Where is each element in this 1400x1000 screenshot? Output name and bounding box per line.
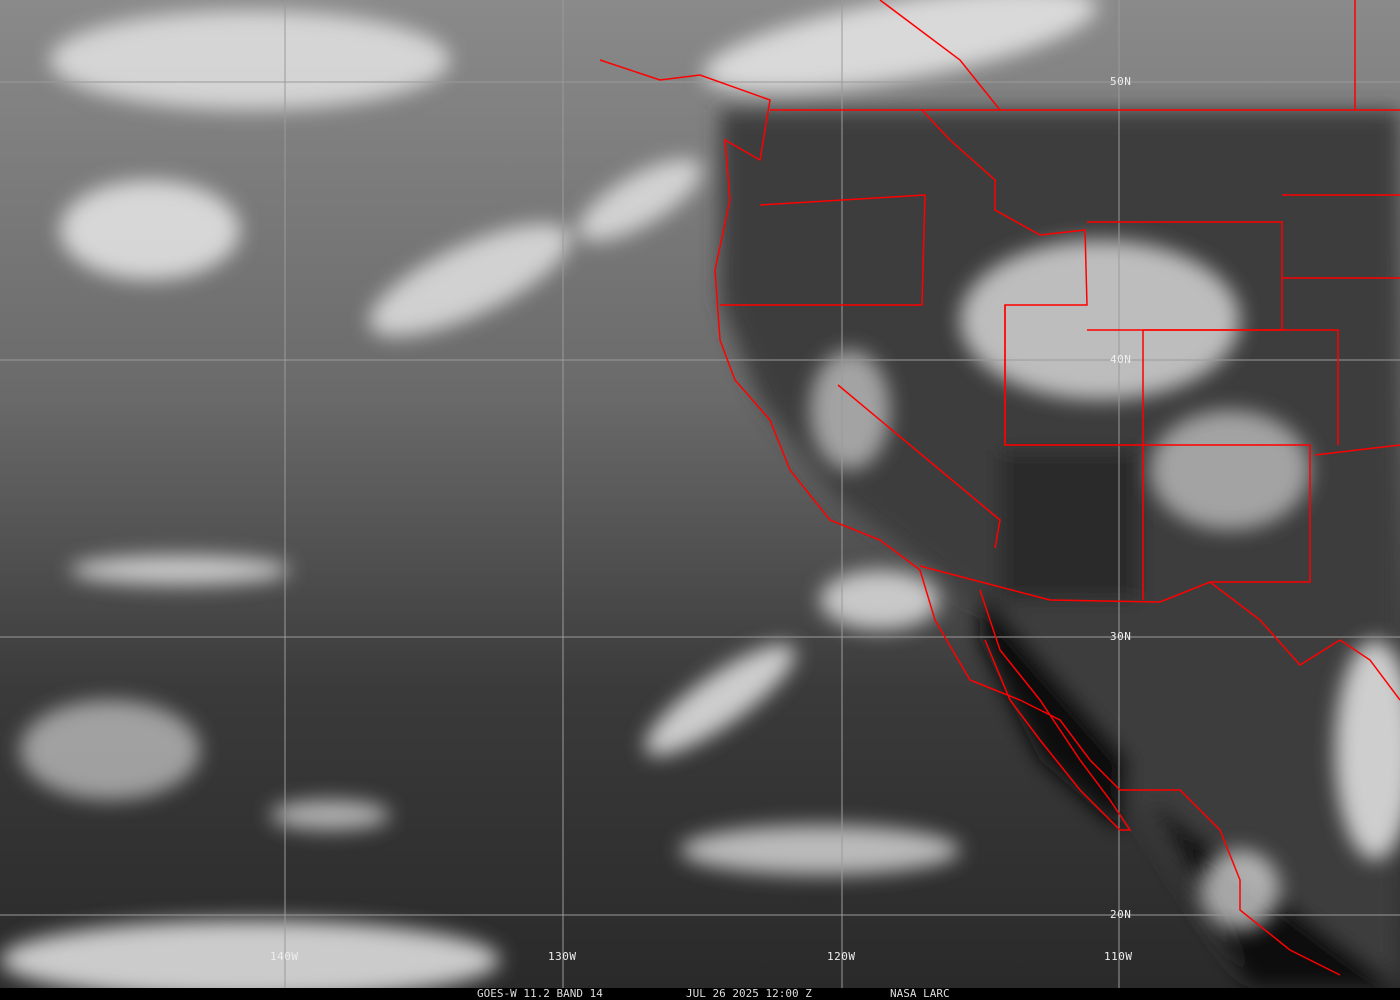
political-boundaries	[599, 0, 1400, 976]
lon-label-140w: 140W	[270, 950, 299, 963]
lon-label-120w: 120W	[827, 950, 856, 963]
timestamp-label: JUL 26 2025 12:00 Z	[686, 987, 812, 1000]
lat-label-40n: 40N	[1110, 353, 1132, 366]
image-caption-bar: GOES-W 11.2 BAND 14 JUL 26 2025 12:00 Z …	[0, 988, 1400, 1000]
lon-label-130w: 130W	[548, 950, 577, 963]
lat-label-50n: 50N	[1110, 75, 1132, 88]
lat-label-20n: 20N	[1110, 908, 1132, 921]
lat-label-30n: 30N	[1110, 630, 1132, 643]
source-label: NASA LARC	[890, 987, 950, 1000]
satellite-band-label: GOES-W 11.2 BAND 14	[477, 987, 603, 1000]
lon-label-110w: 110W	[1104, 950, 1133, 963]
